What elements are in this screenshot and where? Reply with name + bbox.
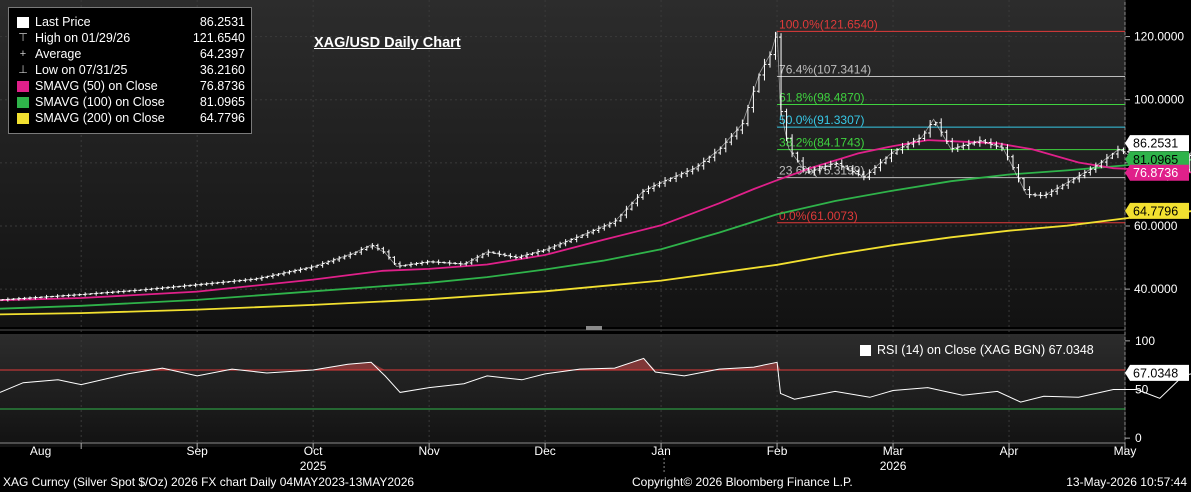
year-label: 2025 [300, 459, 327, 473]
legend-high[interactable]: ⊤ High on 01/29/26 121.6540 [17, 30, 245, 46]
fibonacci-level-label: 76.4%(107.3414) [779, 63, 871, 77]
moving-average-line [0, 139, 1191, 302]
footer-copyright: Copyright© 2026 Bloomberg Finance L.P. [632, 475, 853, 489]
legend-swatch [860, 344, 871, 356]
average-marker-icon: + [19, 47, 27, 60]
year-label: 2026 [880, 459, 907, 473]
last-price-line [0, 31, 1191, 301]
legend-value: 36.2160 [199, 63, 245, 77]
x-tick-label: Dec [534, 444, 555, 458]
high-marker-icon: ⊤ [18, 31, 28, 44]
rsi-legend-label: RSI (14) on Close (XAG BGN) 67.0348 [877, 343, 1094, 357]
y-tick-label: 100.0000 [1134, 93, 1184, 107]
legend-label: High on 01/29/26 [35, 31, 131, 45]
price-value-tag [1125, 164, 1189, 181]
legend-sma100[interactable]: SMAVG (100) on Close 81.0965 [17, 94, 245, 110]
legend-value: 121.6540 [192, 31, 245, 45]
legend-label: Average [35, 47, 82, 61]
legend-last-price[interactable]: Last Price 86.2531 [17, 14, 245, 30]
fibonacci-level-label: 50.0%(91.3307) [779, 113, 864, 127]
chart-title: XAG/USD Daily Chart [314, 35, 461, 51]
legend-label: SMAVG (100) on Close [35, 95, 165, 109]
rsi-y-tick-label: 0 [1135, 431, 1142, 445]
legend-value: 86.2531 [199, 15, 245, 29]
footer-timestamp: 13-May-2026 10:57:44 [1066, 475, 1187, 489]
fibonacci-level-label: 0.0%(61.0073) [779, 209, 858, 223]
x-tick-label: Mar [883, 444, 904, 458]
x-tick-label: Apr [1000, 444, 1019, 458]
panel-resize-handle [586, 326, 602, 330]
rsi-value-tag-text: 67.0348 [1133, 366, 1178, 380]
legend-label: Last Price [35, 15, 91, 29]
legend-swatch [17, 16, 29, 28]
fibonacci-level-label: 61.8%(98.4870) [779, 90, 864, 104]
legend-sma50[interactable]: SMAVG (50) on Close 76.8736 [17, 78, 245, 94]
y-tick-label: 120.0000 [1134, 30, 1184, 44]
legend-swatch [17, 96, 29, 108]
fibonacci-level-label: 38.2%(84.1743) [779, 136, 864, 150]
rsi-legend[interactable]: RSI (14) on Close (XAG BGN) 67.0348 [860, 343, 1094, 357]
rsi-line [0, 357, 1191, 403]
moving-average-line [0, 210, 1191, 316]
legend-swatch [17, 80, 29, 92]
legend-label: SMAVG (200) on Close [35, 111, 165, 125]
price-value-tag [1125, 202, 1189, 219]
price-value-tag [1125, 135, 1189, 152]
x-tick-label: Sep [186, 444, 208, 458]
legend-average[interactable]: + Average 64.2397 [17, 46, 245, 62]
x-tick-label: Aug [30, 444, 51, 458]
rsi-value-tag [1125, 364, 1189, 381]
x-tick-label: Jan [651, 444, 670, 458]
rsi-panel-background [0, 334, 1125, 447]
x-tick-label: Nov [418, 444, 439, 458]
price-value-tag-text: 64.7796 [1133, 204, 1178, 218]
price-value-tag-text: 76.8736 [1133, 166, 1178, 180]
legend-label: SMAVG (50) on Close [35, 79, 158, 93]
rsi-y-tick-label: 100 [1135, 334, 1155, 348]
legend-value: 81.0965 [199, 95, 245, 109]
legend-swatch [17, 112, 29, 124]
x-tick-label: Oct [304, 444, 323, 458]
legend-value: 76.8736 [199, 79, 245, 93]
legend-label: Low on 07/31/25 [35, 63, 128, 77]
x-tick-label: Feb [767, 444, 788, 458]
legend-value: 64.2397 [199, 47, 245, 61]
price-value-tag-text: 86.2531 [1133, 137, 1178, 151]
y-tick-label: 60.0000 [1134, 219, 1178, 233]
low-marker-icon: ⊥ [18, 63, 28, 76]
price-value-tag-text: 81.0965 [1133, 153, 1178, 167]
footer-security-info: XAG Curncy (Silver Spot $/Oz) 2026 FX ch… [3, 475, 415, 489]
legend-low[interactable]: ⊥ Low on 07/31/25 36.2160 [17, 62, 245, 78]
x-tick-label: May [1114, 444, 1137, 458]
fibonacci-level-label: 100.0%(121.6540) [779, 17, 878, 31]
legend-value: 64.7796 [199, 111, 245, 125]
legend-sma200[interactable]: SMAVG (200) on Close 64.7796 [17, 110, 245, 126]
y-tick-label: 40.0000 [1134, 282, 1178, 296]
price-legend: Last Price 86.2531 ⊤ High on 01/29/26 12… [8, 7, 252, 134]
price-value-tag [1125, 151, 1189, 168]
